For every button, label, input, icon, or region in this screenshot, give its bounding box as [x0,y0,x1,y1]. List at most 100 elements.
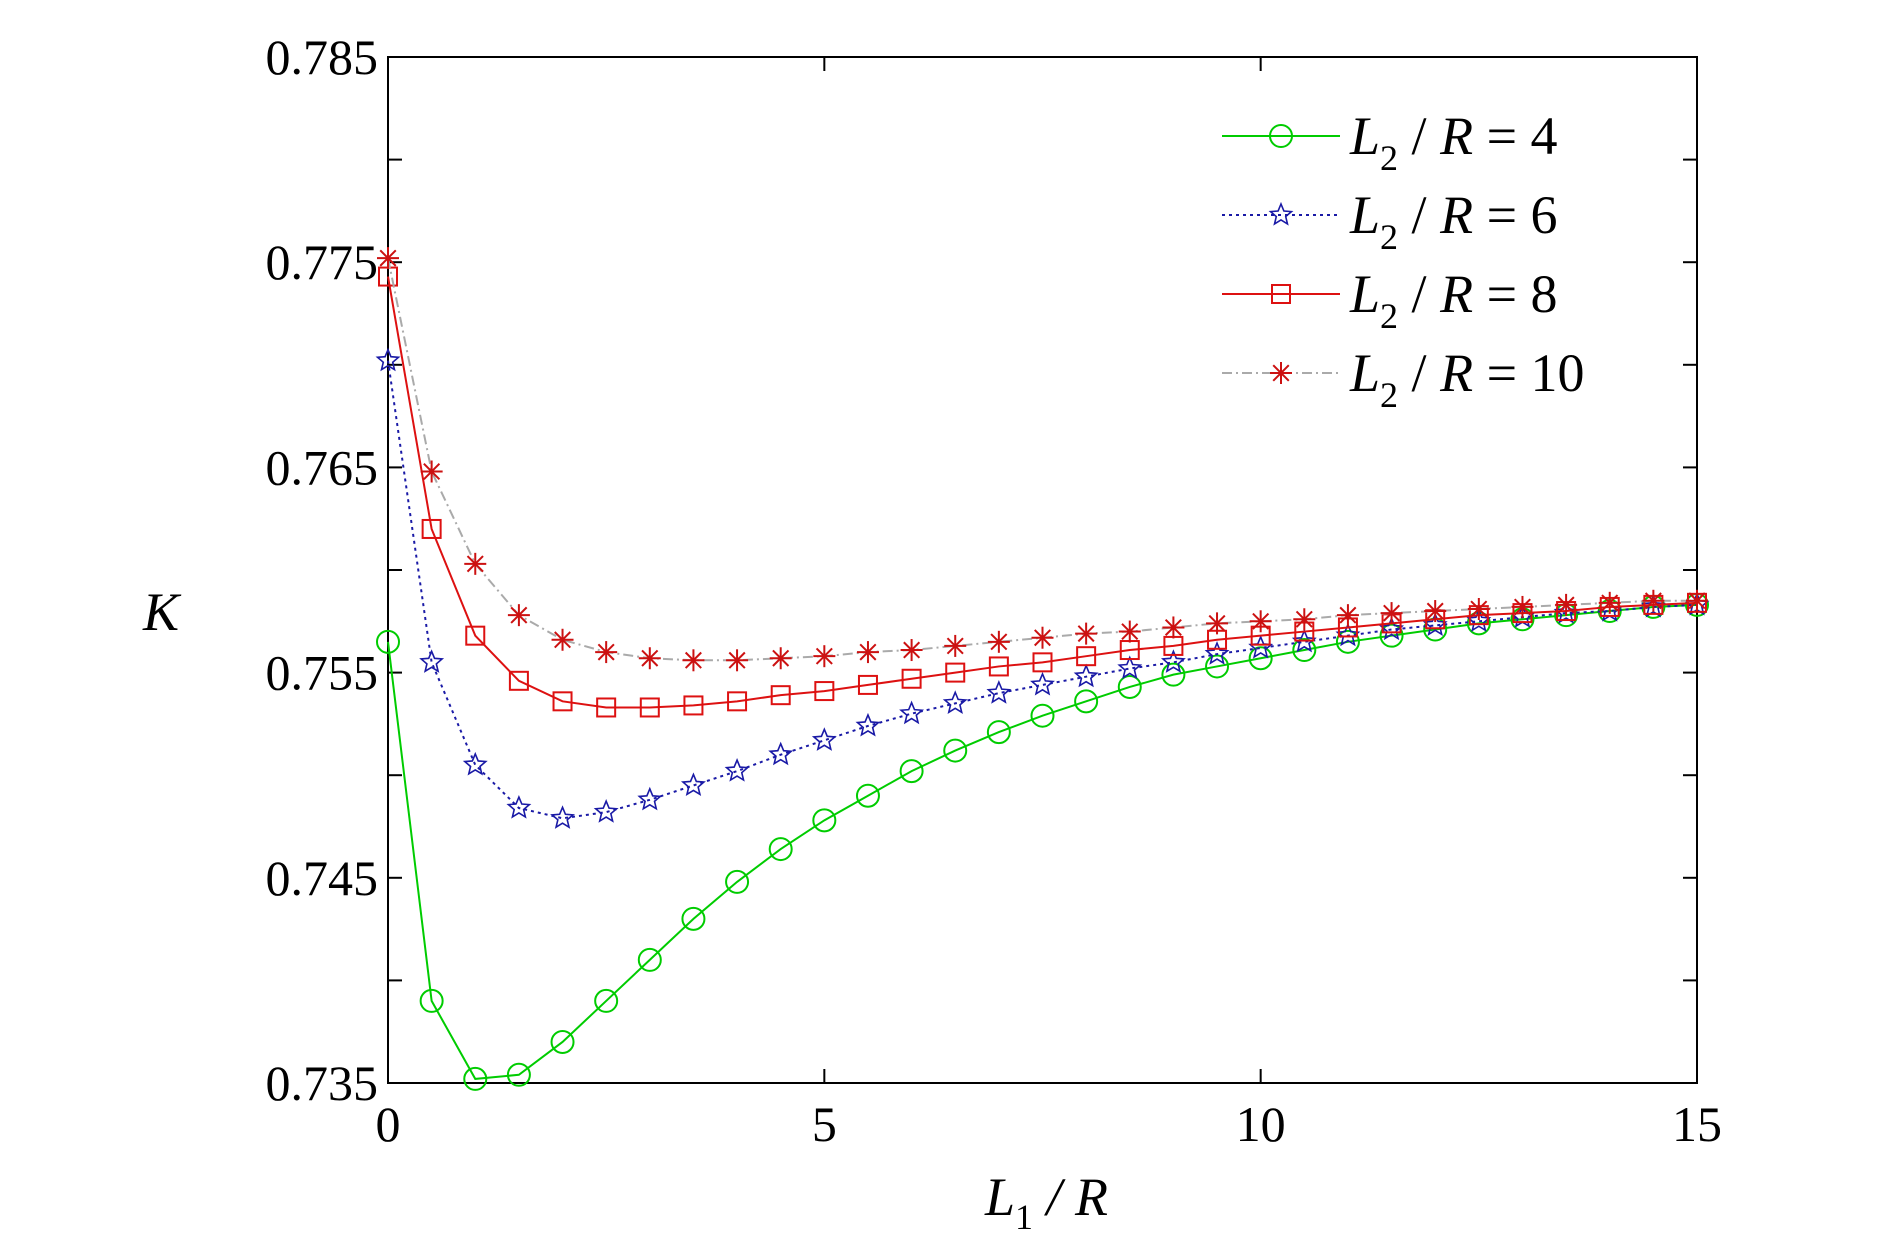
data-point [1466,608,1492,632]
x-axis-label-main: L [984,1167,1015,1227]
data-point [1160,649,1186,673]
data-point [639,697,660,718]
data-point [1205,654,1230,679]
legend-marker [1271,284,1291,304]
data-point [421,518,442,539]
data-point [986,720,1011,745]
data-point [637,786,663,811]
data-point [811,727,837,751]
data-point [1076,646,1097,667]
legend-item-3: L2 / R = 8 [1222,264,1558,336]
data-point [1511,595,1534,618]
data-point [1292,638,1317,663]
data-point [465,625,486,646]
data-point [768,837,793,862]
series-2 [375,347,1710,829]
data-point [769,647,792,670]
data-point [1075,622,1098,645]
legend-item-4: L2 / R = 10 [1222,343,1585,415]
data-point [899,759,924,784]
data-point [812,808,837,833]
y-axis-label: K [142,582,182,642]
data-point [987,630,1010,653]
data-point [507,604,530,627]
legend-label: L2 / R = 4 [1349,106,1558,178]
data-point [988,656,1009,677]
legend-label: L2 / R = 6 [1349,185,1558,257]
data-point [464,552,487,575]
tick-labels: 0.735 0.745 0.755 0.765 0.775 0.785 0 5 10 15 [266,29,1723,1152]
data-point [1118,620,1141,643]
data-point [1291,628,1317,653]
data-point [1642,589,1665,612]
legend-marker [1268,201,1294,226]
data-point [1031,626,1054,649]
data-point [899,700,925,725]
data-point [593,799,619,823]
data-point [1074,689,1099,714]
data-point [552,691,573,712]
data-point [506,1062,531,1087]
data-point [638,647,661,670]
data-point [1162,616,1185,639]
data-point [725,869,750,894]
series-3 [378,266,1707,718]
data-point [376,629,400,654]
data-point [1380,602,1403,625]
data-point [857,674,878,695]
data-point [419,988,444,1013]
data-point [1467,597,1490,620]
legend-marker [1270,362,1292,384]
legend-marker [1269,124,1293,148]
data-point [1293,608,1316,631]
data-point [550,805,575,829]
data-point [1032,652,1053,673]
x-tick-label: 10 [1236,1096,1286,1152]
data-point [1335,629,1360,654]
data-point [942,690,968,714]
data-point [419,649,445,673]
x-axis-label: L1 / R [984,1167,1108,1237]
data-point [462,751,488,776]
data-point [944,634,967,657]
data-point [727,691,748,712]
y-tick-label: 0.735 [266,1055,379,1111]
x-axis-label-rest: / R [1033,1167,1108,1227]
x-axis-label-sub: 1 [1015,1197,1033,1237]
legend: L2 / R = 4L2 / R = 6L2 / R = 8L2 / R = 1… [1222,106,1585,415]
data-point [901,668,922,689]
data-point [855,712,881,737]
data-point [551,628,574,651]
data-point [1336,604,1359,627]
data-point [1640,593,1666,618]
data-point [814,681,835,702]
data-point [681,906,706,931]
data-point [596,697,617,718]
series-4 [377,247,1708,672]
data-point [943,738,968,763]
data-point [945,662,966,683]
x-tick-label: 0 [376,1096,401,1152]
data-point [1206,612,1229,635]
y-tick-label: 0.755 [266,645,379,701]
data-point [900,639,923,662]
data-point [1249,610,1272,633]
data-point [594,988,619,1013]
data-point [1248,646,1273,671]
y-tick-label: 0.765 [266,439,379,495]
data-point [1073,663,1099,688]
data-point [682,649,705,672]
y-tick-label: 0.785 [266,29,379,85]
data-point [1424,600,1447,623]
data-point [1598,591,1621,614]
data-point [770,685,791,706]
legend-label: L2 / R = 8 [1349,264,1558,336]
data-point [550,1029,575,1054]
axis-ticks [387,56,1698,1084]
data-point [1117,655,1143,680]
data-point [680,772,706,797]
data-point [375,347,401,372]
series-1 [376,592,1709,1091]
data-point [1422,612,1448,636]
data-point [377,247,399,270]
